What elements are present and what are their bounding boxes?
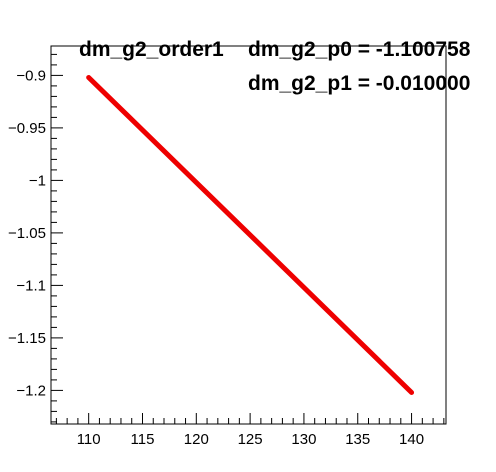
x-tick-label: 120: [184, 431, 209, 448]
series-layer: [86, 75, 415, 395]
y-axis: −0.9 −0.95 −1 −1.05 −1.1 −1.15 −1.2: [8, 53, 63, 423]
x-tick-label: 130: [291, 431, 316, 448]
chart-title: dm_g2_order1: [79, 38, 224, 61]
series-line: [86, 75, 415, 395]
x-tick-label: 140: [399, 431, 424, 448]
annotation-p1: dm_g2_p1 = -0.010000: [248, 72, 470, 95]
y-tick-label: −0.9: [16, 67, 46, 84]
y-tick-label: −1.1: [16, 277, 46, 294]
x-tick-label: 135: [345, 431, 370, 448]
y-tick-label: −1: [29, 172, 46, 189]
x-tick-label: 110: [77, 431, 101, 448]
y-tick-label: −0.95: [8, 120, 46, 137]
y-tick-label: −1.05: [8, 225, 46, 242]
x-tick-label: 115: [131, 431, 155, 448]
annotation-p0: dm_g2_p0 = -1.100758: [248, 38, 471, 61]
plot-frame: [50, 45, 447, 425]
x-axis: 110 115 120 125 130 135 140: [55, 413, 445, 448]
y-tick-label: −1.2: [16, 382, 46, 399]
x-tick-label: 125: [238, 431, 263, 448]
y-tick-label: −1.15: [8, 330, 46, 347]
